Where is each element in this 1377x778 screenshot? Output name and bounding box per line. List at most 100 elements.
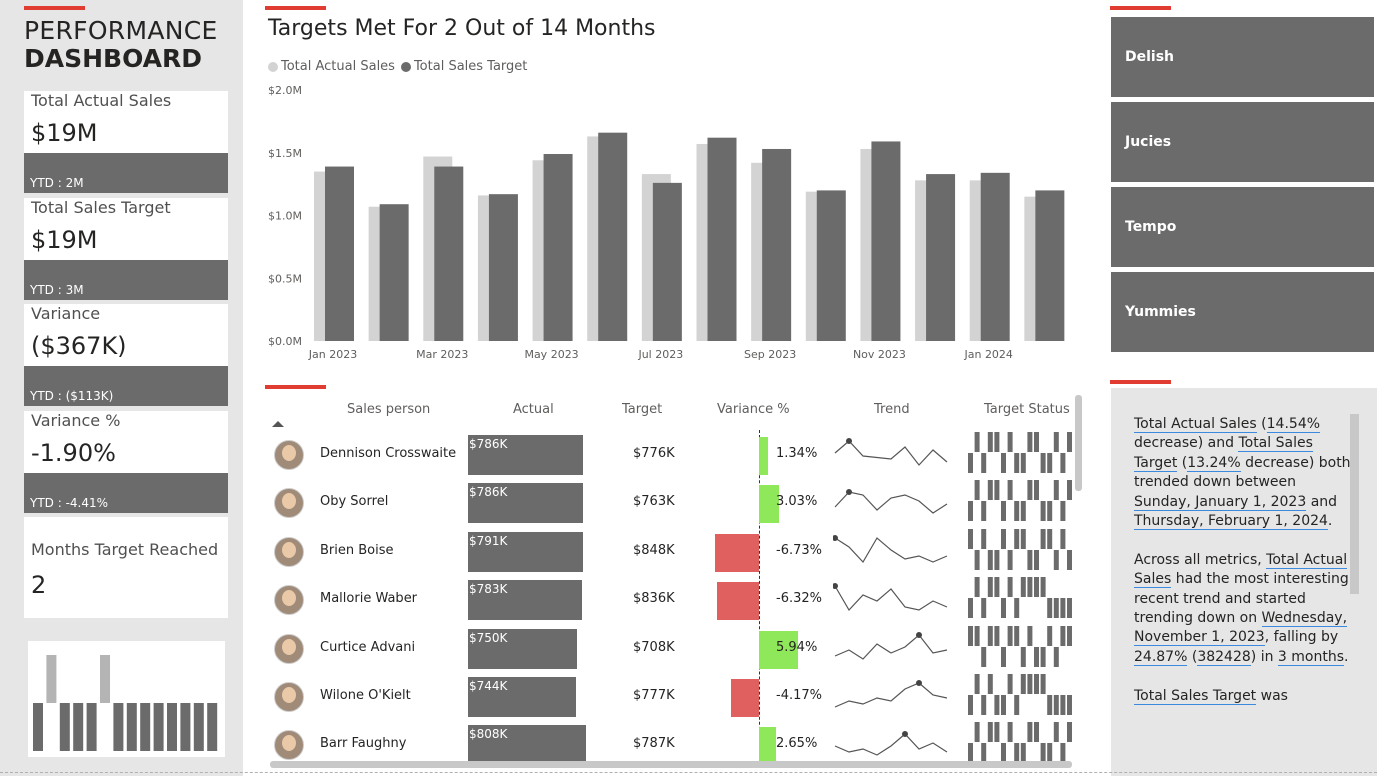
narrative-scrollbar[interactable] [1350, 414, 1359, 594]
trend-sparkline[interactable] [833, 482, 951, 522]
bar-target[interactable] [598, 132, 628, 341]
narr-metric[interactable]: Total Actual Sales [1134, 551, 1348, 589]
col-header-sales-person[interactable]: Sales person [347, 402, 431, 417]
month-bar-missed[interactable] [167, 703, 177, 751]
kpi-card-months-target[interactable]: Months Target Reached 2 [24, 517, 228, 618]
sales-bar-chart[interactable]: $0.0M $0.5M $1.0M $1.5M $2.0M Jan 2023 Mar 202… [258, 78, 1088, 368]
bar-target[interactable] [434, 166, 464, 341]
col-header-variance-pct[interactable]: Variance % [717, 402, 790, 417]
y-tick-label: $1.0M [268, 210, 302, 223]
narr-date[interactable]: Thursday, February 1, 2024 [1134, 513, 1328, 531]
trend-sparkline[interactable] [833, 724, 951, 764]
month-bar-reached[interactable] [46, 655, 57, 703]
month-bar-missed[interactable] [207, 703, 218, 751]
slicer-jucies[interactable]: Jucies [1111, 102, 1374, 182]
month-bar-missed[interactable] [180, 703, 191, 751]
narr-pct[interactable]: 24.87% [1134, 648, 1188, 666]
table-horizontal-scrollbar[interactable] [270, 761, 1072, 768]
status-tick [1047, 501, 1053, 522]
bar-target[interactable] [762, 148, 792, 341]
kpi-card-variance-pct[interactable]: Variance % -1.90% YTD : -4.41% [24, 411, 228, 513]
bar-target[interactable] [871, 141, 901, 341]
status-tick [1034, 549, 1039, 570]
narr-months[interactable]: 3 months [1277, 648, 1344, 666]
table-row[interactable]: Curtice Advani $750K $708K 5.94% [266, 625, 1076, 682]
legend-item-target[interactable]: Total Sales Target [400, 59, 527, 74]
bar-target[interactable] [1035, 190, 1065, 341]
month-bar-missed[interactable] [126, 703, 137, 751]
month-bar-missed[interactable] [73, 703, 84, 751]
kpi-label: Total Sales Target [31, 198, 171, 217]
month-bar-reached[interactable] [100, 655, 110, 703]
kpi-card-variance[interactable]: Variance ($367K) YTD : ($113K) [24, 304, 228, 406]
col-header-trend[interactable]: Trend [874, 402, 910, 417]
slicer-tempo[interactable]: Tempo [1111, 187, 1374, 267]
month-bar-missed[interactable] [86, 703, 97, 751]
narr-date[interactable]: Sunday, January 1, 2023 [1134, 493, 1307, 511]
variance-bar [759, 437, 768, 475]
target-status-chart[interactable] [966, 528, 1076, 575]
actual-value: $808K [469, 727, 508, 742]
chart-title: Targets Met For 2 Out of 14 Months [268, 16, 656, 41]
table-row[interactable]: Wilone O'Kielt $744K $777K -4.17% [266, 674, 1076, 730]
trend-sparkline[interactable] [833, 628, 951, 668]
target-status-chart[interactable] [966, 432, 1076, 478]
status-tick [1014, 528, 1020, 549]
months-target-chart[interactable] [28, 641, 225, 757]
col-header-target-status[interactable]: Target Status [984, 402, 1070, 417]
bar-target[interactable] [707, 137, 737, 341]
trend-sparkline[interactable] [833, 579, 951, 619]
narr-metric[interactable]: Total Sales Target [1134, 687, 1257, 705]
trend-marker [916, 631, 922, 638]
bar-target[interactable] [325, 166, 354, 341]
kpi-card-sales-target[interactable]: Total Sales Target $19M YTD : 3M [24, 198, 228, 300]
bar-target[interactable] [379, 204, 409, 341]
month-bar-missed[interactable] [193, 703, 204, 751]
narr-pct[interactable]: 13.24% [1187, 454, 1241, 472]
slicer-yummies[interactable]: Yummies [1111, 272, 1374, 352]
narr-metric[interactable]: Total Sales Target [1134, 435, 1313, 472]
target-status-chart[interactable] [966, 722, 1076, 768]
bar-target[interactable] [543, 154, 573, 341]
trend-sparkline[interactable] [833, 531, 951, 571]
actual-bar [468, 677, 577, 717]
narr-metric[interactable]: Total Actual Sales [1134, 416, 1257, 433]
bar-target[interactable] [926, 174, 956, 341]
month-bar-missed[interactable] [59, 703, 70, 751]
target-status-chart[interactable] [966, 480, 1076, 526]
sales-person-name: Brien Boise [320, 542, 394, 558]
col-header-actual[interactable]: Actual [513, 402, 554, 417]
slicer-delish[interactable]: Delish [1111, 17, 1374, 97]
bar-target[interactable] [488, 194, 518, 341]
legend-item-actual[interactable]: Total Actual Sales [268, 59, 395, 74]
table-row[interactable]: Brien Boise $791K $848K -6.73% [266, 528, 1076, 585]
sort-arrow-icon[interactable] [272, 420, 284, 428]
bar-target[interactable] [980, 172, 1010, 341]
bar-target[interactable] [816, 190, 846, 341]
bar-target[interactable] [652, 182, 682, 341]
actual-bar [468, 628, 578, 669]
narr-num[interactable]: 382428 [1197, 648, 1251, 666]
target-status-chart[interactable] [966, 674, 1076, 720]
month-bar-missed[interactable] [113, 703, 124, 751]
trend-sparkline[interactable] [833, 434, 951, 474]
narr-date[interactable]: Wednesday, November 1, 2023 [1134, 610, 1348, 647]
target-status-chart[interactable] [966, 577, 1076, 623]
month-bar-missed[interactable] [153, 703, 164, 751]
table-row[interactable]: Oby Sorrel $786K $763K 3.03% [266, 480, 1076, 536]
status-tick [987, 722, 993, 743]
month-bar-missed[interactable] [140, 703, 151, 751]
month-bar-missed[interactable] [33, 703, 43, 751]
sales-person-table[interactable]: Sales person Actual Target Variance % Tr… [266, 392, 1086, 772]
kpi-card-actual-sales[interactable]: Total Actual Sales $19M YTD : 2M [24, 91, 228, 193]
table-row[interactable]: Barr Faughny $808K $787K 2.65% [266, 722, 1076, 778]
table-vertical-scrollbar[interactable] [1075, 395, 1082, 491]
table-row[interactable]: Mallorie Waber $783K $836K -6.32% [266, 577, 1076, 633]
target-status-chart[interactable] [966, 625, 1076, 672]
narr-pct[interactable]: 14.54% [1266, 416, 1321, 433]
trend-sparkline[interactable] [833, 676, 951, 716]
table-row[interactable]: Dennison Crosswaite $786K $776K 1.34% [266, 432, 1076, 488]
status-tick [1027, 480, 1033, 501]
status-tick [1001, 501, 1006, 522]
col-header-target[interactable]: Target [622, 402, 663, 417]
